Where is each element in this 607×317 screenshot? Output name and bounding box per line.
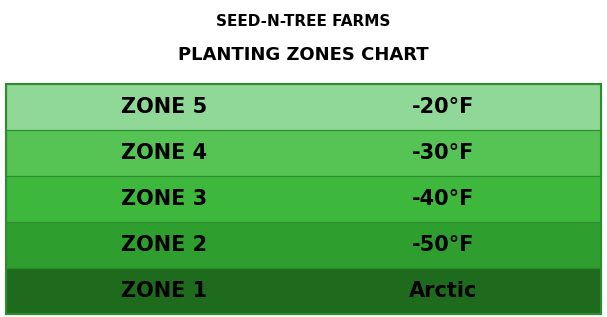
Text: ZONE 4: ZONE 4: [121, 143, 207, 163]
Text: ZONE 1: ZONE 1: [121, 281, 207, 301]
Text: -50°F: -50°F: [412, 235, 474, 255]
Text: Arctic: Arctic: [409, 281, 477, 301]
Text: -30°F: -30°F: [412, 143, 474, 163]
Text: ZONE 2: ZONE 2: [121, 235, 207, 255]
Text: ZONE 5: ZONE 5: [121, 97, 207, 117]
Text: SEED-N-TREE FARMS: SEED-N-TREE FARMS: [216, 14, 391, 29]
Text: PLANTING ZONES CHART: PLANTING ZONES CHART: [178, 46, 429, 64]
Text: -20°F: -20°F: [412, 97, 474, 117]
Text: -40°F: -40°F: [412, 189, 474, 209]
Text: ZONE 3: ZONE 3: [121, 189, 207, 209]
